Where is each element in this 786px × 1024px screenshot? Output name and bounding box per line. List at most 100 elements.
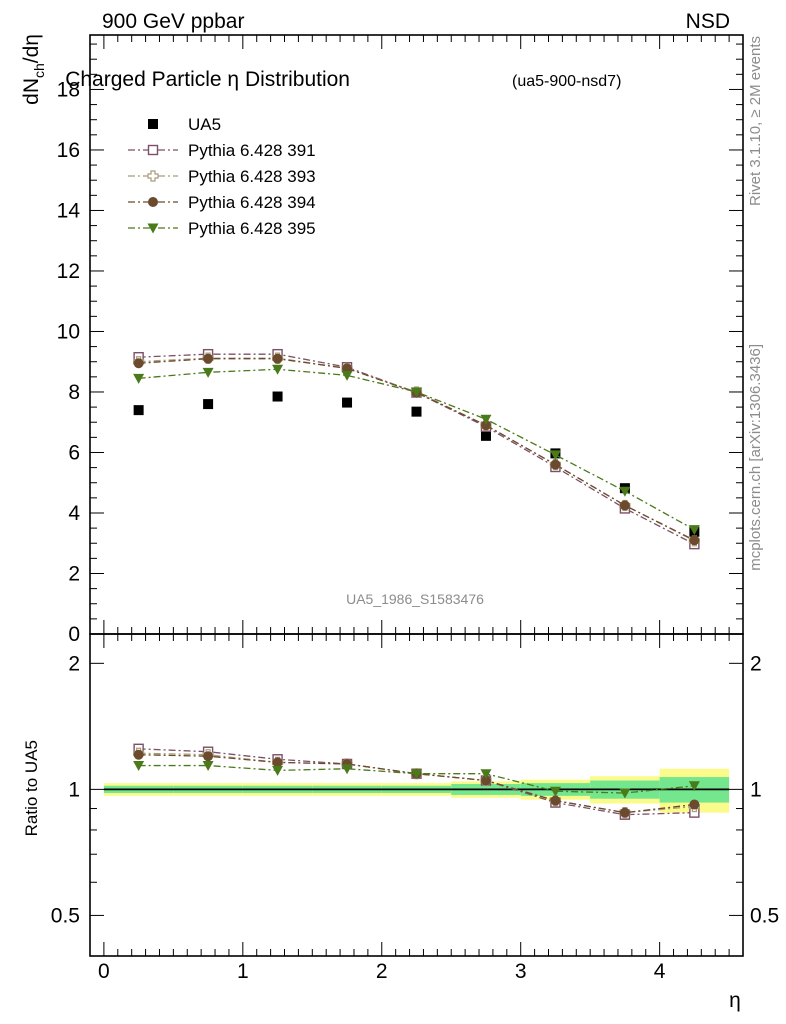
main-data-point <box>550 459 561 470</box>
ratio-y-tick-label-right: 1 <box>750 778 762 801</box>
x-tick-label: 4 <box>654 960 666 983</box>
x-tick-label: 2 <box>376 960 388 983</box>
x-tick-label: 0 <box>98 960 110 983</box>
main-y-tick-label: 6 <box>68 441 80 464</box>
ratio-data-point <box>480 769 492 780</box>
ratio-series-line <box>138 754 695 814</box>
main-series-line <box>138 353 695 545</box>
legend-item: UA5 <box>148 115 221 134</box>
legend-marker <box>147 223 159 234</box>
ratio-data-point <box>341 764 353 775</box>
ratio-y-tick-label: 2 <box>68 652 80 675</box>
main-data-point <box>272 391 283 402</box>
main-data-point <box>133 373 145 384</box>
main-data-point <box>272 364 284 375</box>
ratio-series-pythia-6-428-395 <box>133 761 700 799</box>
main-data-point <box>411 387 422 398</box>
main-series-pythia-6-428-394 <box>133 353 700 546</box>
main-data-point <box>619 500 630 511</box>
legend-label: Pythia 6.428 394 <box>188 193 316 212</box>
legend-marker <box>147 144 159 156</box>
process-label: NSD <box>686 10 730 33</box>
legend-label: UA5 <box>188 115 221 134</box>
main-panel: 0 2 4 6 8 10 12 14 16 18 UA5_1986_S1583476 Charge… <box>20 34 744 646</box>
main-series <box>133 348 700 550</box>
ratio-y-axis-label: Ratio to UA5 <box>22 740 41 836</box>
ratio-series <box>133 743 700 820</box>
main-y-tick-label: 4 <box>68 502 80 525</box>
main-data-point <box>480 420 491 431</box>
main-y-tick-label: 10 <box>57 320 80 343</box>
ratio-data-point <box>550 795 561 806</box>
ratio-data-point <box>619 788 631 799</box>
ratio-frame <box>89 633 744 957</box>
main-data-point <box>549 450 561 461</box>
legend: UA5 Pythia 6.428 391 Pythia 6.428 393 Pythi… <box>128 115 316 238</box>
legend-item: Pythia 6.428 394 <box>128 193 316 212</box>
ratio-series-line <box>138 748 695 816</box>
main-y-tick-label: 2 <box>68 562 80 585</box>
y-axis-label-tail: /dη <box>20 34 43 63</box>
main-series-pythia-6-428-395 <box>133 364 700 536</box>
main-data-point <box>203 399 214 410</box>
main-data-point <box>480 430 491 441</box>
ratio-data-point <box>272 757 283 768</box>
main-series-line <box>138 357 695 542</box>
ratio-data-point <box>202 761 214 772</box>
main-data-point <box>341 370 353 381</box>
legend-item: Pythia 6.428 391 <box>128 141 316 160</box>
main-data-point <box>342 397 353 408</box>
legend-item: Pythia 6.428 393 <box>128 167 316 186</box>
ratio-data-point <box>203 751 214 762</box>
legend-label: Pythia 6.428 393 <box>188 167 316 186</box>
main-data-point <box>480 414 492 425</box>
legend-marker <box>147 170 159 182</box>
y-axis-label-subscript: ch <box>31 63 47 78</box>
legend-label: Pythia 6.428 391 <box>188 141 316 160</box>
main-data-point <box>272 353 283 364</box>
analysis-watermark: UA5_1986_S1583476 <box>346 591 484 607</box>
ratio-data-point <box>411 769 422 780</box>
main-data-point <box>133 405 144 416</box>
main-series-line <box>138 358 695 541</box>
main-y-tick-label: 14 <box>57 199 81 222</box>
legend-marker <box>148 119 158 129</box>
main-data-point <box>411 406 422 417</box>
legend-marker <box>148 197 158 207</box>
main-series-ua5 <box>133 391 700 537</box>
ratio-data-point <box>133 749 144 760</box>
ratio-panel: 0 1 2 3 4 0.5 0.5 1 1 2 2 Ratio to UA5 η <box>22 633 779 1012</box>
ratio-data-point <box>272 765 284 776</box>
ratio-y-tick-label: 0.5 <box>51 904 80 927</box>
ratio-y-tick-label: 1 <box>68 778 80 801</box>
main-data-point <box>202 367 214 378</box>
main-y-tick-label: 18 <box>57 78 80 101</box>
main-y-tick-label: 16 <box>57 139 80 162</box>
ratio-data-point <box>480 775 491 786</box>
main-data-point <box>133 358 144 369</box>
main-series-pythia-6-428-393 <box>133 352 700 547</box>
legend-item: Pythia 6.428 395 <box>128 219 316 238</box>
x-tick-label: 3 <box>515 960 527 983</box>
main-data-point <box>203 353 214 364</box>
legend-label: Pythia 6.428 395 <box>188 219 316 238</box>
main-y-tick-label: 12 <box>57 260 80 283</box>
main-data-point <box>689 535 700 546</box>
main-data-point <box>688 525 700 536</box>
ratio-data-point <box>133 761 145 772</box>
main-y-tick-label: 8 <box>68 381 80 404</box>
main-axes: 0 2 4 6 8 10 12 14 16 18 <box>57 34 744 646</box>
ratio-axes: 0 1 2 3 4 0.5 0.5 1 1 2 2 <box>51 633 779 983</box>
chart-title: Charged Particle η Distribution <box>65 68 350 91</box>
ratio-data-point <box>549 786 561 797</box>
ratio-y-tick-label-right: 2 <box>750 652 762 675</box>
y-axis-label: dNch/dη <box>20 34 47 105</box>
x-tick-label: 1 <box>237 960 249 983</box>
ratio-data-point <box>619 807 630 818</box>
main-data-point <box>619 486 631 497</box>
ratio-y-tick-label-right: 0.5 <box>750 904 779 927</box>
main-series-pythia-6-428-391 <box>133 348 700 550</box>
chart-subtitle: (ua5-900-nsd7) <box>512 73 621 90</box>
x-axis-label: η <box>729 989 741 1012</box>
